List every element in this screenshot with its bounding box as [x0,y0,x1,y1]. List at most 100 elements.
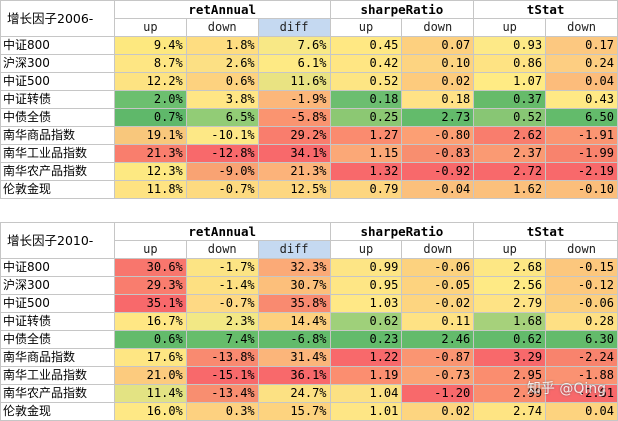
table-cell: -2.24 [545,348,618,367]
factor-table: 增长因子2006- retAnnual sharpeRatio tStat up down… [0,0,618,199]
table-cell: 14.4% [257,312,331,331]
table-cell: -0.06 [401,258,475,277]
group-header: retAnnual [113,0,331,19]
table-cell: 7.4% [185,330,259,349]
table-cell: 34.1% [257,144,331,163]
table-cell: 1.03 [329,294,403,313]
table-cell: 0.17 [545,36,618,55]
table-cell: 11.4% [113,384,187,403]
table-cell: 2.72 [473,162,547,181]
table-cell: 12.5% [257,180,331,199]
row-label: 沪深300 [0,54,115,73]
table-cell: -15.1% [185,366,259,385]
table-cell: -0.10 [545,180,618,199]
table-cell: 2.3% [185,312,259,331]
table-cell: 0.86 [473,54,547,73]
table-row: 南华农产品指数 12.3% -9.0% 21.3% 1.32 -0.92 2.72 -2.19 [0,162,618,181]
row-label: 南华商品指数 [0,126,115,145]
sub-header: down [401,18,475,37]
table-row: 沪深300 8.7% 2.6% 6.1% 0.42 0.10 0.86 0.24 [0,54,618,73]
table-cell: 2.68 [473,258,547,277]
table-cell: 16.0% [113,402,187,421]
table-cell: -0.06 [545,294,618,313]
table-cell: 11.8% [113,180,187,199]
table-row: 中证800 9.4% 1.8% 7.6% 0.45 0.07 0.93 0.17 [0,36,618,55]
table-cell: 0.37 [473,90,547,109]
table-cell: 36.1% [257,366,331,385]
table-cell: 1.32 [329,162,403,181]
factor-table: 增长因子2010- retAnnual sharpeRatio tStat up down… [0,222,618,421]
table-cell: -0.05 [401,276,475,295]
row-label: 南华农产品指数 [0,162,115,181]
table-cell: 0.02 [401,402,475,421]
row-label: 中证500 [0,72,115,91]
table-cell: -0.7% [185,294,259,313]
sub-header: down [545,240,618,259]
row-label: 中证转债 [0,312,115,331]
table-cell: -1.20 [401,384,475,403]
table-cell: -2.19 [545,162,618,181]
table-row: 中证500 35.1% -0.7% 35.8% 1.03 -0.02 2.79 -0.06 [0,294,618,313]
table-cell: 19.1% [113,126,187,145]
table-cell: -13.4% [185,384,259,403]
table-row: 南华商品指数 17.6% -13.8% 31.4% 1.22 -0.87 3.29 -2.24 [0,348,618,367]
table-row: 南华工业品指数 21.3% -12.8% 34.1% 1.15 -0.83 2.37 -1.9… [0,144,618,163]
row-label: 南华工业品指数 [0,366,115,385]
sub-header: diff [257,240,331,259]
table-cell: -12.8% [185,144,259,163]
table-cell: 0.79 [329,180,403,199]
row-label: 南华工业品指数 [0,144,115,163]
table-cell: 0.04 [545,72,618,91]
table-cell: 0.62 [473,330,547,349]
table-cell: 2.99 [473,384,547,403]
group-header: sharpeRatio [329,0,475,19]
sub-header: down [401,240,475,259]
sub-header: up [329,240,403,259]
table-cell: 0.52 [329,72,403,91]
table-cell: 0.93 [473,36,547,55]
table-cell: 9.4% [113,36,187,55]
sub-header-row: up down diff up down up down [1,240,618,259]
table-cell: 0.42 [329,54,403,73]
table-cell: 2.46 [401,330,475,349]
table-cell: 2.79 [473,294,547,313]
table-cell: 0.11 [401,312,475,331]
table-cell: 0.18 [329,90,403,109]
table-cell: 16.7% [113,312,187,331]
table-row: 南华农产品指数 11.4% -13.4% 24.7% 1.04 -1.20 2.99 -2.6… [0,384,618,403]
table-cell: 17.6% [113,348,187,367]
table-cell: 8.7% [113,54,187,73]
table-cell: -1.7% [185,258,259,277]
table-row: 南华商品指数 19.1% -10.1% 29.2% 1.27 -0.80 2.62 -1.91 [0,126,618,145]
table-cell: 0.6% [185,72,259,91]
table-cell: 2.73 [401,108,475,127]
table-cell: -1.99 [545,144,618,163]
table-cell: 0.28 [545,312,618,331]
table-cell: 3.8% [185,90,259,109]
table-cell: -0.87 [401,348,475,367]
table-row: 沪深300 29.3% -1.4% 30.7% 0.95 -0.05 2.56 -0.12 [0,276,618,295]
table-cell: -0.15 [545,258,618,277]
table-cell: 0.6% [113,330,187,349]
table-cell: -9.0% [185,162,259,181]
group-header-row: 增长因子2010- retAnnual sharpeRatio tStat [0,222,618,259]
table-cell: 0.7% [113,108,187,127]
table-row: 中债全债 0.7% 6.5% -5.8% 0.25 2.73 0.52 6.50 [0,108,618,127]
group-header-row: 增长因子2006- retAnnual sharpeRatio tStat [0,0,618,37]
table-cell: -0.80 [401,126,475,145]
table-row: 南华工业品指数 21.0% -15.1% 36.1% 1.19 -0.73 2.95 -1.8… [0,366,618,385]
table-cell: 0.23 [329,330,403,349]
table-cell: 11.6% [257,72,331,91]
table-cell: -0.04 [401,180,475,199]
table-cell: 1.22 [329,348,403,367]
table-cell: -13.8% [185,348,259,367]
table-cell: 35.8% [257,294,331,313]
table-cell: 29.3% [113,276,187,295]
table-cell: 2.6% [185,54,259,73]
table-cell: 0.25 [329,108,403,127]
row-label: 中证转债 [0,90,115,109]
row-label: 南华商品指数 [0,348,115,367]
table-cell: -0.02 [401,294,475,313]
table-row: 中证转债 16.7% 2.3% 14.4% 0.62 0.11 1.68 0.28 [0,312,618,331]
group-header: retAnnual [113,222,331,241]
